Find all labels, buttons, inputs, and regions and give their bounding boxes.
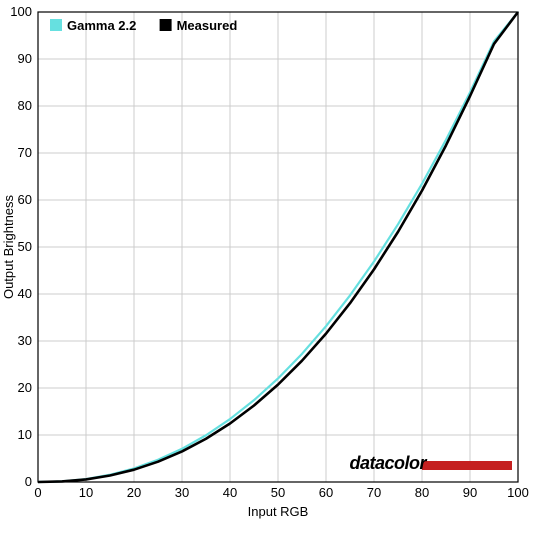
ytick-label: 10 [18, 427, 32, 442]
xtick-label: 90 [463, 485, 477, 500]
xtick-label: 0 [34, 485, 41, 500]
y-axis-label: Output Brightness [1, 194, 16, 299]
ytick-label: 40 [18, 286, 32, 301]
ytick-label: 60 [18, 192, 32, 207]
xtick-label: 50 [271, 485, 285, 500]
legend-label: Gamma 2.2 [67, 18, 136, 33]
xtick-label: 40 [223, 485, 237, 500]
xtick-label: 60 [319, 485, 333, 500]
legend-swatch [50, 19, 62, 31]
ytick-label: 50 [18, 239, 32, 254]
xtick-label: 10 [79, 485, 93, 500]
chart-svg: 0 10 20 30 40 50 60 70 80 90 100 0 10 20 30 40 50 60 70 80 9… [0, 0, 535, 535]
gamma-chart: 0 10 20 30 40 50 60 70 80 90 100 0 10 20 30 40 50 60 70 80 9… [0, 0, 535, 535]
brand-text: datacolor [349, 453, 427, 473]
brand-bar [422, 461, 512, 470]
legend-swatch [160, 19, 172, 31]
xtick-label: 20 [127, 485, 141, 500]
ytick-label: 90 [18, 51, 32, 66]
ytick-label: 80 [18, 98, 32, 113]
ytick-label: 0 [25, 474, 32, 489]
xtick-label: 80 [415, 485, 429, 500]
xtick-label: 30 [175, 485, 189, 500]
xtick-label: 100 [507, 485, 529, 500]
xtick-label: 70 [367, 485, 381, 500]
ytick-label: 70 [18, 145, 32, 160]
legend-label: Measured [177, 18, 238, 33]
ytick-label: 100 [10, 4, 32, 19]
ytick-label: 30 [18, 333, 32, 348]
ytick-label: 20 [18, 380, 32, 395]
x-axis-label: Input RGB [248, 504, 309, 519]
